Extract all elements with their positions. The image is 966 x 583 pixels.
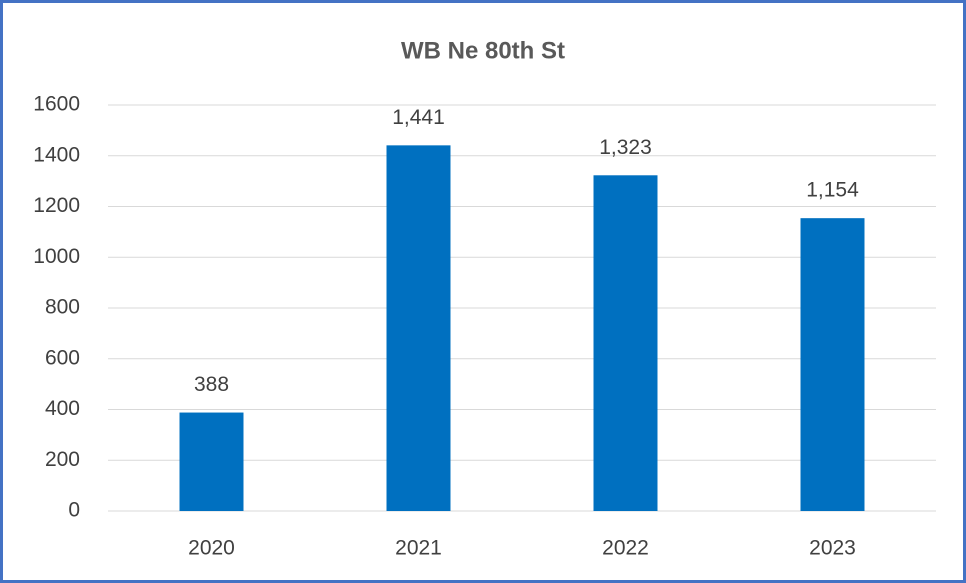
data-label: 388 — [194, 373, 229, 396]
y-tick-label: 0 — [68, 499, 80, 522]
y-tick-label: 200 — [45, 448, 80, 471]
data-label: 1,441 — [392, 106, 445, 129]
data-label: 1,323 — [599, 136, 652, 159]
bar — [593, 175, 658, 511]
bar — [800, 218, 865, 512]
data-label: 1,154 — [806, 179, 859, 202]
x-tick-label: 2021 — [395, 537, 442, 560]
y-tick-label: 400 — [45, 397, 80, 420]
bar — [386, 145, 451, 511]
y-tick-label: 1600 — [33, 93, 80, 116]
y-tick-label: 1200 — [33, 194, 80, 217]
x-tick-label: 2023 — [809, 537, 856, 560]
x-tick-label: 2022 — [602, 537, 649, 560]
y-tick-label: 800 — [45, 296, 80, 319]
bar — [179, 412, 244, 511]
y-tick-label: 1400 — [33, 143, 80, 166]
y-tick-label: 1000 — [33, 245, 80, 268]
x-tick-label: 2020 — [188, 537, 235, 560]
y-tick-label: 600 — [45, 346, 80, 369]
chart-title: WB Ne 80th St — [401, 37, 565, 64]
